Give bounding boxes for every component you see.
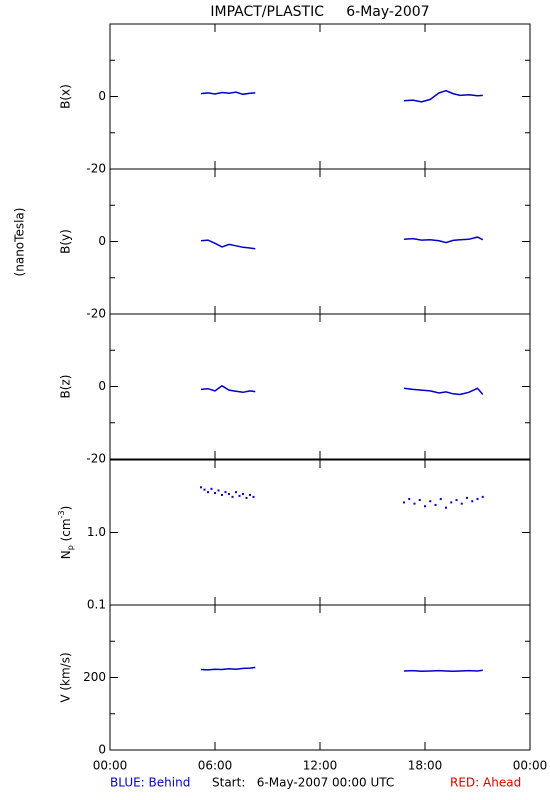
data-point bbox=[252, 495, 255, 498]
x-tick-label: 06:00 bbox=[198, 759, 233, 773]
data-point bbox=[481, 495, 484, 498]
data-point bbox=[466, 496, 468, 499]
data-point bbox=[242, 492, 244, 495]
data-point bbox=[207, 491, 209, 494]
data-point bbox=[214, 492, 216, 495]
data-point bbox=[203, 488, 206, 491]
data-point bbox=[408, 497, 411, 500]
y-tick-label: -20 bbox=[86, 162, 106, 176]
panel-frame bbox=[109, 168, 531, 315]
data-point bbox=[228, 492, 230, 495]
y-label: B(x) bbox=[59, 84, 73, 109]
x-tick-label: 00:00 bbox=[513, 759, 548, 773]
data-line bbox=[200, 236, 484, 250]
data-line bbox=[200, 666, 483, 673]
start-label: Start: 6-May-2007 00:00 UTC bbox=[212, 776, 394, 790]
data-point bbox=[235, 491, 237, 494]
common-y-label: (nanoTesla) bbox=[13, 208, 27, 277]
panel-frame bbox=[109, 313, 531, 460]
data-point bbox=[471, 500, 474, 503]
y-label: B(y) bbox=[59, 229, 73, 254]
data-point bbox=[200, 486, 202, 489]
data-point bbox=[210, 487, 213, 490]
y-tick-label: 0 bbox=[98, 234, 106, 248]
y-tick-label: -20 bbox=[86, 307, 106, 321]
legend-ahead: RED: Ahead bbox=[450, 776, 521, 790]
title: IMPACT/PLASTIC 6-May-2007 bbox=[210, 4, 429, 20]
y-label-part: ) bbox=[59, 506, 73, 511]
y-tick-label: 0 bbox=[98, 743, 106, 757]
data-line bbox=[200, 89, 483, 103]
y-tick-label: 0 bbox=[98, 89, 106, 103]
data-point bbox=[221, 493, 223, 496]
data-point bbox=[245, 496, 248, 499]
data-point bbox=[418, 499, 421, 502]
data-point bbox=[439, 497, 442, 500]
y-label-part: (cm bbox=[59, 518, 73, 545]
data-point bbox=[231, 495, 234, 498]
data-point bbox=[434, 503, 437, 506]
data-point bbox=[424, 505, 426, 508]
data-point bbox=[476, 497, 479, 500]
y-tick-label: 200 bbox=[83, 670, 106, 684]
data-line bbox=[200, 384, 484, 396]
y-tick-label: 1.0 bbox=[87, 525, 106, 539]
y-tick-label: -20 bbox=[86, 452, 106, 466]
data-point bbox=[217, 489, 220, 492]
data-point bbox=[403, 501, 405, 504]
y-label-part: N bbox=[59, 550, 73, 559]
panel-frame bbox=[109, 459, 531, 606]
data-point bbox=[455, 499, 458, 502]
panel-frame bbox=[109, 604, 531, 751]
data-point bbox=[460, 502, 463, 505]
data-point bbox=[238, 494, 241, 497]
data-point bbox=[429, 500, 432, 503]
y-label: Np (cm-3) bbox=[57, 506, 75, 560]
y-label-sup: -3 bbox=[57, 510, 66, 518]
panel-frame bbox=[109, 23, 531, 170]
x-tick-label: 18:00 bbox=[408, 759, 443, 773]
y-tick-label: 0 bbox=[98, 379, 106, 393]
data-point bbox=[445, 506, 447, 509]
data-point bbox=[224, 491, 227, 494]
data-point bbox=[249, 493, 251, 496]
data-point bbox=[413, 502, 416, 505]
y-label: V (km/s) bbox=[59, 652, 73, 702]
x-tick-label: 12:00 bbox=[303, 759, 338, 773]
y-label-sub: p bbox=[66, 545, 75, 550]
y-tick-label: 0.1 bbox=[87, 598, 106, 612]
x-tick-label: 00:00 bbox=[93, 759, 128, 773]
legend-behind: BLUE: Behind bbox=[110, 776, 190, 790]
data-point bbox=[450, 501, 453, 504]
y-label: B(z) bbox=[59, 375, 73, 399]
